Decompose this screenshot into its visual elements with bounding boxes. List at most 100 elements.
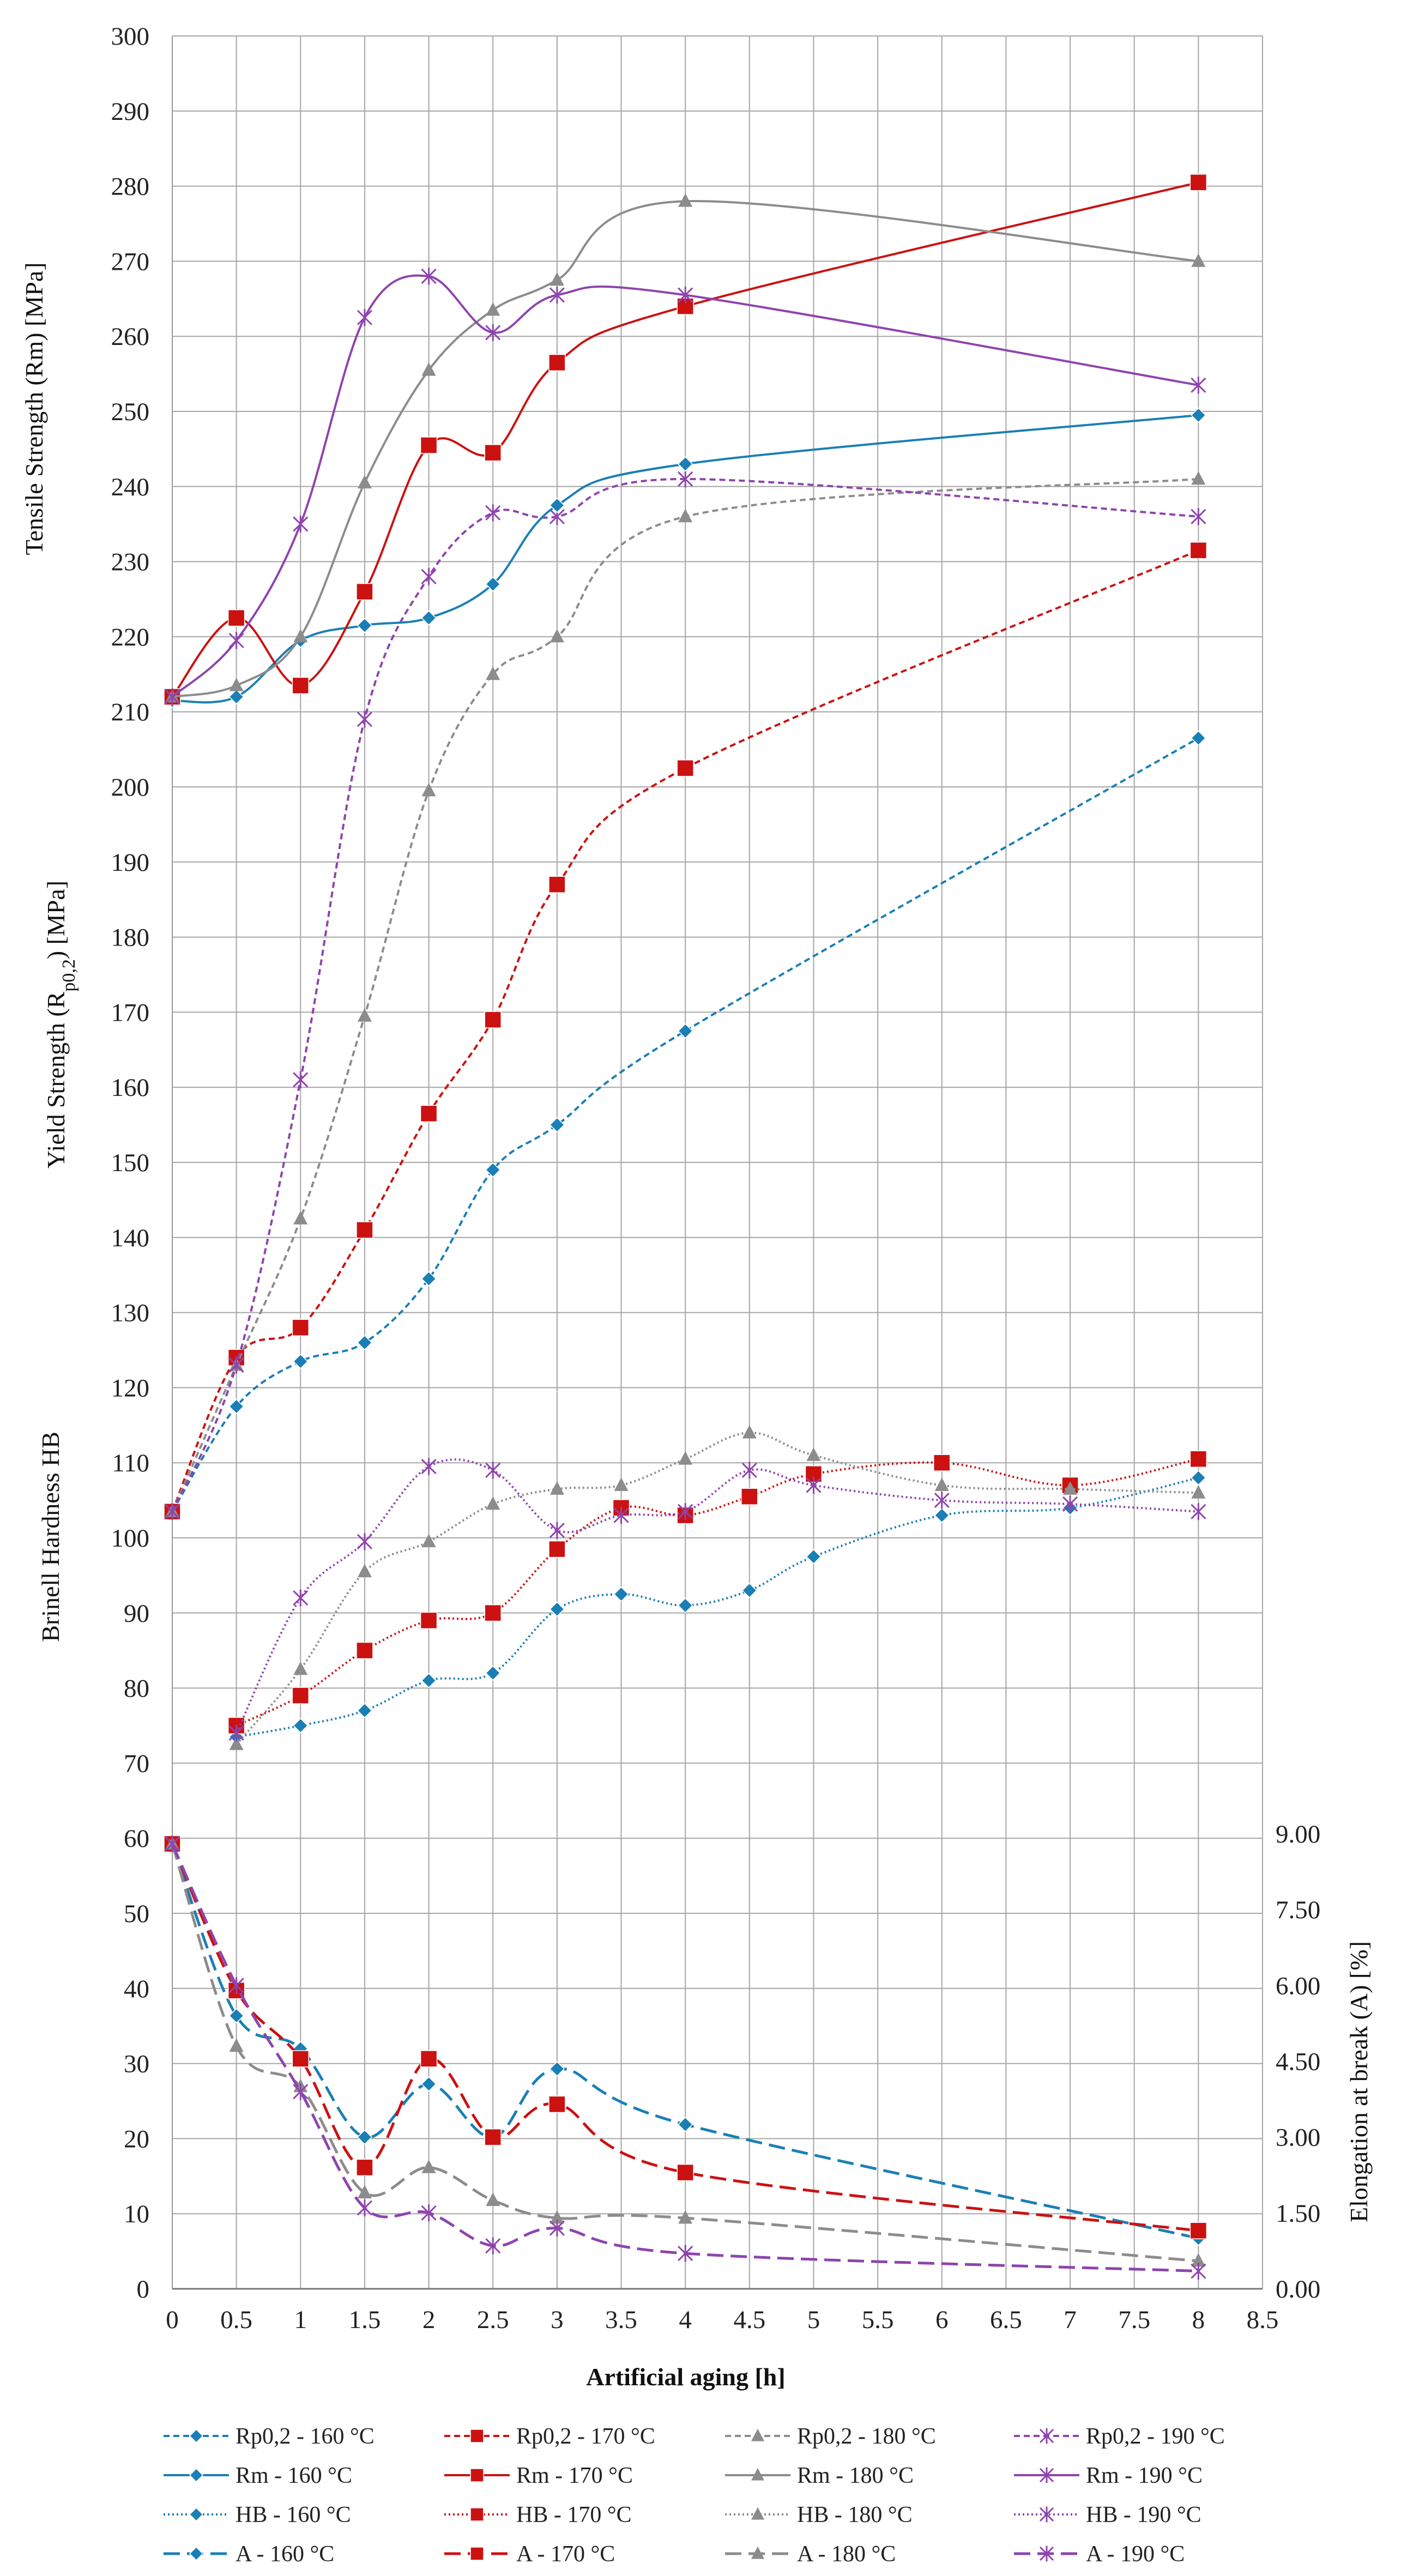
- data-point: [357, 711, 373, 728]
- series-line: [235, 1458, 1199, 1734]
- data-point: [357, 2185, 372, 2199]
- x-tick-label: 7.5: [1118, 2306, 1150, 2334]
- data-point: [678, 193, 693, 207]
- data-point: [293, 516, 309, 533]
- data-point: [548, 354, 566, 372]
- x-ticks: 0 0.5 1 1.5 2 2.5 3 3.5 4 4.5 5 5.5 6 6.5 7 7.5 8 8.5: [166, 2306, 1278, 2334]
- left-y-tick-label: 40: [124, 1975, 149, 2003]
- data-point: [1191, 2253, 1206, 2267]
- data-point: [484, 1011, 502, 1028]
- legend-swatch-marker: [189, 2468, 204, 2483]
- legend-swatch-marker: [470, 2468, 484, 2482]
- data-point: [292, 1319, 310, 1336]
- series-line: [172, 199, 1199, 698]
- data-point: [1189, 173, 1207, 191]
- series-line: [171, 549, 1199, 1512]
- legend-entry-a-170: A - 170 °C: [444, 2542, 615, 2567]
- data-point: [357, 309, 373, 326]
- data-point: [293, 1661, 308, 1675]
- left-y-tick-label: 240: [111, 473, 150, 501]
- legend-entry-rm-170: Rm - 170 °C: [444, 2463, 633, 2488]
- left-y-tick-label: 200: [111, 773, 150, 802]
- legend-label: HB - 180 °C: [797, 2502, 913, 2527]
- legend-label: HB - 190 °C: [1086, 2502, 1201, 2527]
- legend-swatch-marker: [470, 2429, 484, 2443]
- data-point: [548, 1540, 566, 1558]
- data-point: [164, 1835, 180, 1853]
- legend-swatch-marker: [1039, 2428, 1054, 2444]
- data-point: [420, 437, 438, 454]
- left-y-tick-label: 230: [111, 548, 150, 577]
- legend-swatch-marker: [751, 2428, 764, 2441]
- right-y-tick-label: 4.50: [1276, 2048, 1320, 2076]
- data-point: [806, 1447, 821, 1461]
- data-point: [1191, 407, 1206, 423]
- data-point: [229, 677, 244, 692]
- data-point: [421, 783, 436, 797]
- data-point: [293, 629, 308, 643]
- legend-entry-hb-190: HB - 190 °C: [1014, 2502, 1201, 2527]
- data-point: [1063, 1481, 1078, 1495]
- left-y-tick-label: 100: [111, 1524, 150, 1553]
- data-point: [549, 629, 564, 643]
- data-point: [485, 324, 501, 341]
- data-point: [934, 1477, 949, 1491]
- legend-label: HB - 160 °C: [235, 2502, 351, 2527]
- legend-label: Rm - 190 °C: [1086, 2463, 1203, 2488]
- left-y-tick-label: 180: [111, 924, 150, 952]
- data-point: [421, 568, 437, 585]
- data-point: [293, 1071, 309, 1089]
- data-point: [549, 286, 565, 304]
- data-point: [485, 576, 501, 592]
- data-point: [549, 272, 564, 286]
- left-y-tick-label: 250: [111, 398, 150, 426]
- left-y-tick-label: 10: [124, 2200, 149, 2228]
- right-y-ticks: 0.00 1.50 3.00 4.50 6.00 7.50 9.00: [1276, 1820, 1320, 2304]
- series-line: [171, 1843, 1199, 2263]
- data-point: [356, 1641, 373, 1659]
- series-rp-180: [165, 471, 1206, 1518]
- data-point: [421, 2160, 436, 2173]
- x-tick-label: 4: [679, 2306, 692, 2334]
- data-point: [357, 475, 372, 489]
- x-tick-label: 2: [422, 2306, 436, 2334]
- series-line: [236, 1476, 1199, 1738]
- data-point: [678, 2210, 693, 2224]
- series-line: [171, 181, 1199, 698]
- legend-label: Rp0,2 - 190 °C: [1086, 2424, 1225, 2449]
- legend-swatch-marker: [1039, 2545, 1054, 2562]
- data-point: [1191, 508, 1206, 525]
- legend-swatch-marker: [751, 2468, 764, 2481]
- data-point: [293, 1211, 308, 1225]
- data-point: [742, 1425, 757, 1439]
- data-point: [678, 508, 693, 523]
- data-point: [292, 2050, 310, 2068]
- data-point: [421, 268, 437, 285]
- data-point: [678, 1451, 693, 1465]
- ylabel-yield-sub: p0,2: [59, 959, 79, 992]
- right-y-tick-label: 3.00: [1276, 2124, 1320, 2152]
- legend-swatch-marker: [189, 2546, 204, 2561]
- x-tick-label: 0.5: [220, 2306, 252, 2334]
- left-y-tick-label: 140: [111, 1224, 150, 1252]
- data-point: [806, 1476, 822, 1494]
- data-point: [292, 677, 310, 694]
- left-y-tick-label: 190: [111, 848, 150, 877]
- series-rm-180: [165, 193, 1206, 703]
- right-y-tick-label: 6.00: [1276, 1972, 1320, 2000]
- left-y-tick-label: 260: [111, 323, 150, 351]
- series-hb-170: [227, 1450, 1207, 1735]
- right-y-tick-label: 7.50: [1276, 1896, 1320, 1924]
- legend-swatch-marker: [1039, 2467, 1054, 2483]
- data-point: [228, 2008, 244, 2024]
- data-point: [1191, 1485, 1206, 1499]
- x-tick-label: 5: [807, 2306, 820, 2334]
- y-axis-titles: Tensile Strength (Rm) [MPa] Yield Streng…: [20, 262, 1373, 2222]
- left-y-tick-label: 150: [111, 1149, 150, 1177]
- ylabel-yield-end: ) [MPa]: [42, 881, 70, 959]
- legend-entry-hb-160: HB - 160 °C: [164, 2502, 351, 2527]
- x-tick-label: 2.5: [477, 2306, 509, 2334]
- right-y-tick-label: 0.00: [1276, 2275, 1320, 2304]
- data-point: [1191, 471, 1206, 485]
